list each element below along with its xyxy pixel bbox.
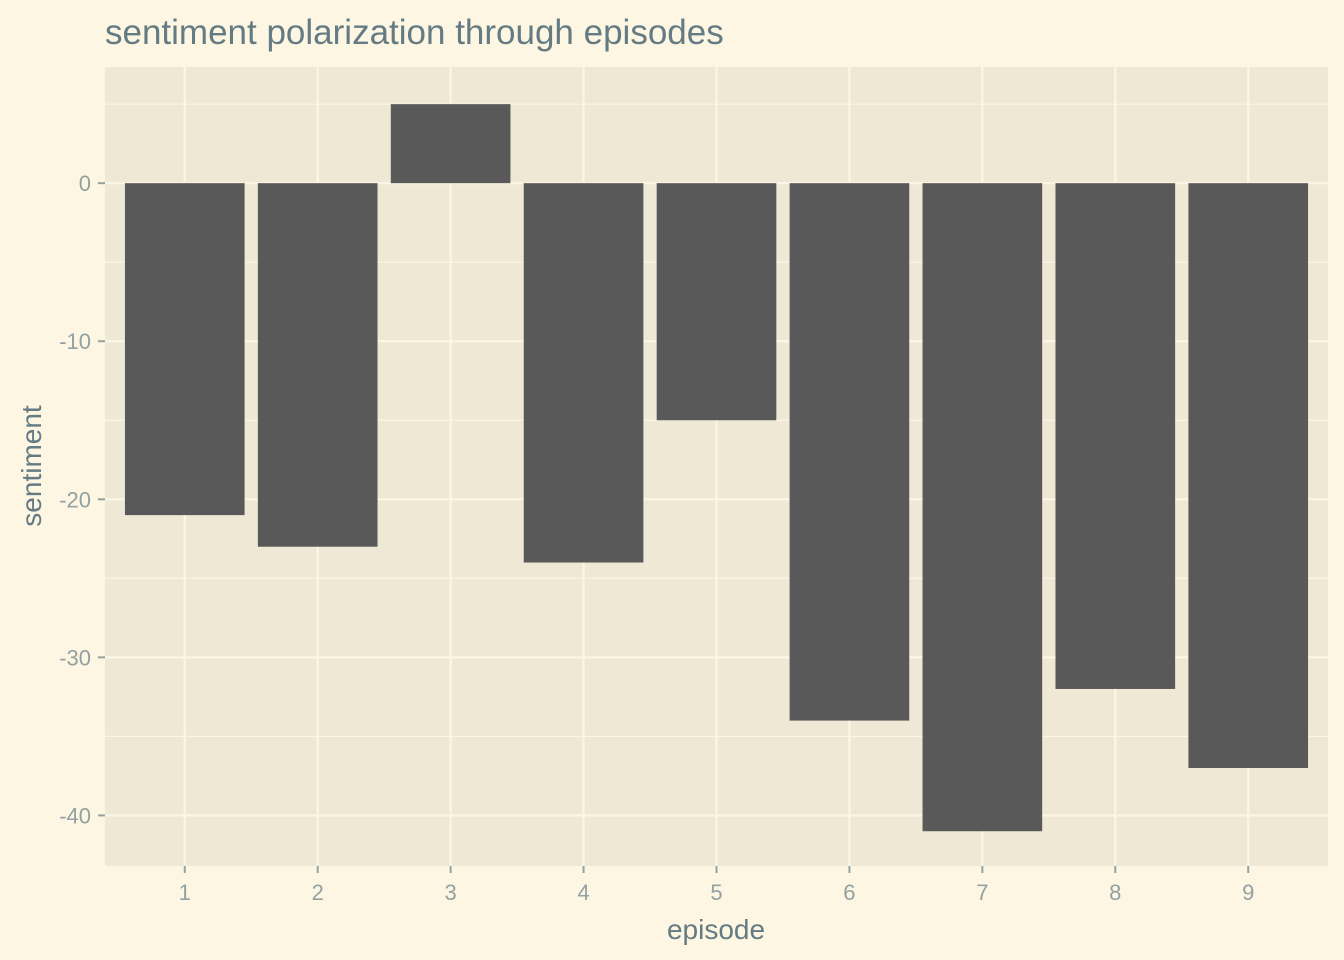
bar-episode-4 bbox=[523, 183, 644, 563]
y-tick-label: -40 bbox=[59, 803, 91, 828]
x-tick-label: 8 bbox=[1109, 880, 1121, 905]
bar-episode-1 bbox=[124, 183, 245, 516]
bar-episode-8 bbox=[1055, 183, 1176, 689]
x-tick-label: 9 bbox=[1242, 880, 1254, 905]
bars bbox=[124, 104, 1309, 832]
y-tick-label: -20 bbox=[59, 487, 91, 512]
x-axis: 1 2 3 4 5 6 7 8 9 bbox=[179, 866, 1254, 905]
bar-episode-5 bbox=[656, 183, 777, 421]
bar-episode-7 bbox=[922, 183, 1043, 832]
x-tick-label: 5 bbox=[710, 880, 722, 905]
x-tick-label: 3 bbox=[445, 880, 457, 905]
y-axis-label: sentiment bbox=[16, 405, 47, 527]
x-tick-label: 1 bbox=[179, 880, 191, 905]
x-tick-label: 4 bbox=[577, 880, 589, 905]
x-axis-label: episode bbox=[667, 914, 765, 945]
y-tick-label: 0 bbox=[79, 171, 91, 196]
x-tick-label: 6 bbox=[843, 880, 855, 905]
chart-title: sentiment polarization through episodes bbox=[105, 13, 724, 52]
bar-episode-9 bbox=[1188, 183, 1309, 769]
bar-episode-2 bbox=[257, 183, 378, 547]
bar-episode-6 bbox=[789, 183, 910, 721]
y-tick-label: -30 bbox=[59, 645, 91, 670]
y-tick-label: -10 bbox=[59, 329, 91, 354]
x-tick-label: 7 bbox=[976, 880, 988, 905]
y-axis: 0 -10 -20 -30 -40 bbox=[59, 171, 105, 828]
x-tick-label: 2 bbox=[312, 880, 324, 905]
bar-episode-3 bbox=[390, 104, 511, 184]
